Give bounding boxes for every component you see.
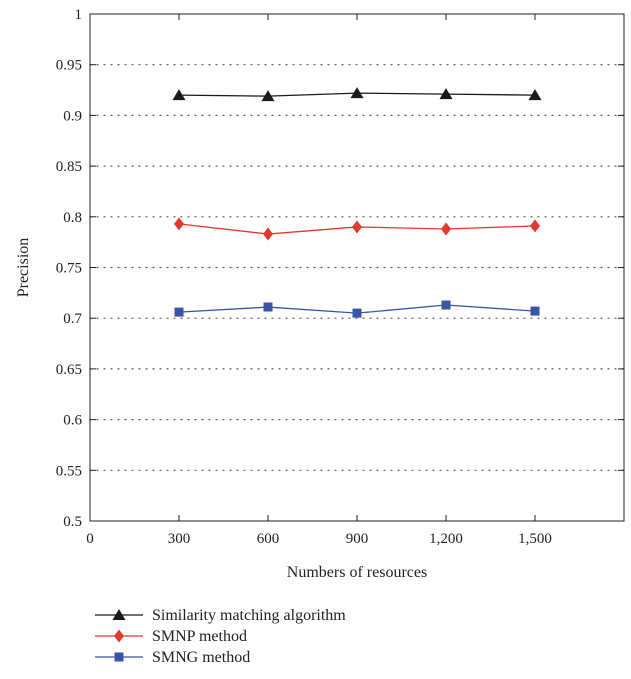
data-point-marker (174, 217, 184, 231)
legend-marker (114, 652, 124, 662)
series-1 (172, 87, 542, 102)
legend-marker (114, 629, 124, 643)
legend-item: Similarity matching algorithm (95, 607, 346, 624)
y-tick-label: 0.5 (63, 514, 82, 530)
x-tick-label: 600 (257, 531, 280, 547)
y-tick-label: 0.95 (56, 58, 82, 74)
data-point-marker (441, 222, 451, 236)
y-axis-label: Precision (15, 238, 32, 298)
data-point-marker (261, 90, 275, 102)
y-tick-label: 0.8 (63, 210, 82, 226)
grid-lines (89, 64, 625, 471)
legend-item: SMNG method (95, 649, 250, 666)
series-layer (172, 87, 542, 318)
legend-label: SMNP method (152, 628, 247, 645)
y-tick-label: 0.85 (56, 159, 82, 175)
y-tick-label: 0.6 (63, 413, 82, 429)
series-3 (174, 300, 540, 318)
legend-marker (112, 609, 126, 620)
legend: Similarity matching algorithm SMNP method… (95, 607, 346, 666)
x-tick-label: 1,500 (518, 531, 552, 547)
y-tick-label: 1 (75, 7, 83, 23)
data-point-marker (352, 220, 362, 234)
x-tick-label: 900 (346, 531, 369, 547)
data-point-marker (439, 88, 453, 100)
y-tick-label: 0.9 (63, 108, 82, 124)
y-tick-label: 0.75 (56, 261, 82, 277)
x-axis-label: Numbers of resources (287, 564, 427, 581)
data-point-marker (174, 307, 184, 317)
data-point-marker (350, 87, 364, 99)
data-point-marker (528, 89, 542, 101)
data-point-marker (352, 308, 362, 318)
x-tick-label: 300 (168, 531, 191, 547)
legend-label: SMNG method (152, 649, 250, 666)
x-tick-label: 0 (86, 531, 94, 547)
series-2 (174, 217, 540, 241)
data-point-marker (441, 300, 451, 310)
data-point-marker (263, 227, 273, 241)
data-point-marker (530, 306, 540, 316)
y-tick-label: 0.65 (56, 362, 82, 378)
data-point-marker (530, 219, 540, 233)
y-tick-label: 0.55 (56, 463, 82, 479)
data-point-marker (263, 302, 273, 312)
y-tick-label: 0.7 (63, 311, 82, 327)
data-point-marker (172, 89, 186, 101)
axis-ticks: 0.5 0.55 0.6 0.65 0.7 0.75 0.8 0.85 0.9 0.95 1 0 300… (56, 7, 624, 547)
x-tick-label: 1,200 (429, 531, 463, 547)
legend-item: SMNP method (95, 628, 247, 645)
legend-label: Similarity matching algorithm (152, 607, 346, 624)
